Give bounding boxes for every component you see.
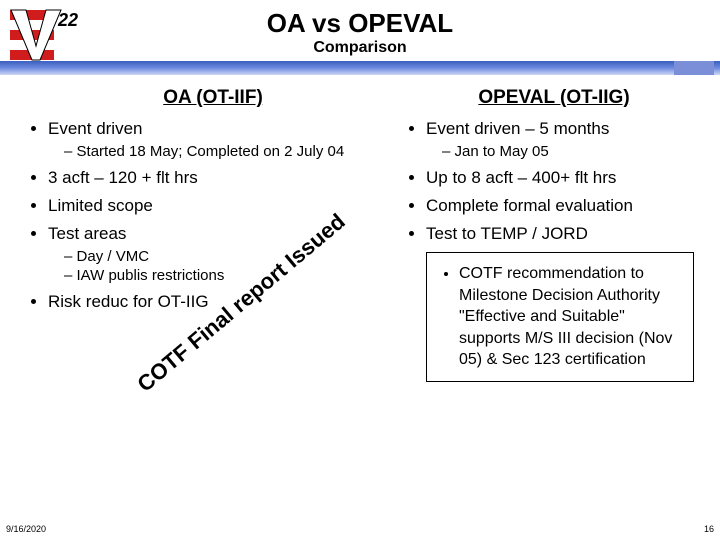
list-item: Complete formal evaluation <box>426 196 702 216</box>
footer-date: 9/16/2020 <box>6 524 46 534</box>
page-subtitle: Comparison <box>0 39 720 57</box>
columns: OA (OT-IIF) Event drivenStarted 18 May; … <box>0 75 720 382</box>
list-item: Up to 8 acft – 400+ flt hrs <box>426 168 702 188</box>
recommendation-text: COTF recommendation to Milestone Decisio… <box>459 263 679 371</box>
list-sub-item: IAW publis restrictions <box>64 267 398 284</box>
list-item: Event drivenStarted 18 May; Completed on… <box>48 119 398 160</box>
right-header: OPEVAL (OT-IIG) <box>406 87 702 109</box>
list-item: 3 acft – 120 + flt hrs <box>48 168 398 188</box>
list-sub-item: Day / VMC <box>64 248 398 265</box>
list-item: Event driven – 5 monthsJan to May 05 <box>426 119 702 160</box>
list-item: Test areasDay / VMCIAW publis restrictio… <box>48 224 398 284</box>
left-header: OA (OT-IIF) <box>28 87 398 109</box>
page-title: OA vs OPEVAL <box>0 0 720 39</box>
list-sub-item: Jan to May 05 <box>442 143 702 160</box>
list-sub-item: Started 18 May; Completed on 2 July 04 <box>64 143 398 160</box>
footer-page: 16 <box>704 524 714 534</box>
left-list: Event drivenStarted 18 May; Completed on… <box>28 119 398 312</box>
svg-text:22: 22 <box>57 10 78 30</box>
right-column: OPEVAL (OT-IIG) Event driven – 5 monthsJ… <box>398 87 702 382</box>
right-list: Event driven – 5 monthsJan to May 05 Up t… <box>406 119 702 244</box>
list-item: Limited scope <box>48 196 398 216</box>
list-item: Test to TEMP / JORD <box>426 224 702 244</box>
v22-logo: 22 <box>6 6 86 66</box>
recommendation-box: COTF recommendation to Milestone Decisio… <box>426 252 694 382</box>
header-divider <box>0 61 720 75</box>
